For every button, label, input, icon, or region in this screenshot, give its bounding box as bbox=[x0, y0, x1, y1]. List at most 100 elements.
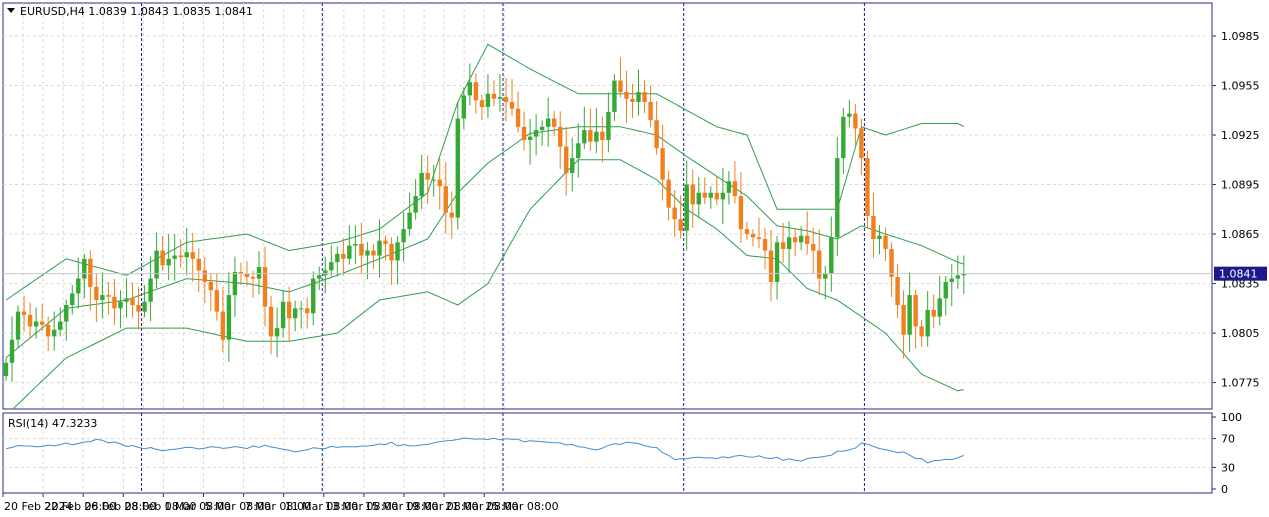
candle bbox=[606, 92, 611, 153]
candle-body bbox=[353, 243, 358, 246]
candle-body bbox=[865, 158, 870, 216]
candle bbox=[208, 272, 214, 312]
x-tick-label: 25 Mar 08:00 bbox=[485, 500, 558, 513]
candle bbox=[383, 235, 388, 261]
candle-body bbox=[39, 321, 45, 325]
candle-body bbox=[961, 273, 967, 276]
candle-body bbox=[172, 255, 177, 259]
price-grid: 1.09851.09551.09251.08951.08651.08351.08… bbox=[3, 30, 1260, 390]
candle-body bbox=[359, 243, 364, 256]
candle bbox=[172, 233, 177, 281]
candle-body bbox=[732, 181, 738, 197]
candle-body bbox=[479, 100, 485, 107]
candle bbox=[738, 171, 744, 243]
candle-body bbox=[937, 298, 942, 317]
candle bbox=[847, 99, 852, 128]
candle bbox=[582, 106, 587, 150]
candle-body bbox=[491, 93, 497, 99]
candle-body bbox=[720, 192, 726, 200]
candle-body bbox=[618, 80, 623, 93]
candle bbox=[702, 177, 707, 205]
candle bbox=[371, 243, 376, 269]
candle-body bbox=[88, 258, 93, 287]
candle-body bbox=[811, 243, 816, 251]
candle-body bbox=[395, 242, 400, 261]
candle bbox=[865, 150, 870, 228]
candle bbox=[612, 74, 617, 122]
candle-body bbox=[389, 243, 394, 261]
candle-body bbox=[202, 270, 207, 282]
candle-body bbox=[829, 237, 834, 274]
candle bbox=[648, 85, 653, 128]
candle bbox=[859, 118, 864, 176]
candle-body bbox=[672, 207, 677, 220]
candle-body bbox=[648, 102, 653, 121]
candle bbox=[45, 316, 51, 352]
candle bbox=[461, 87, 467, 130]
candle-body bbox=[509, 102, 515, 109]
candle-body bbox=[503, 97, 509, 103]
x-tick-label: 7 Mar 08:00 bbox=[245, 500, 311, 513]
candle bbox=[353, 225, 358, 265]
candle-body bbox=[636, 92, 641, 103]
candle bbox=[485, 74, 491, 119]
candle bbox=[594, 108, 599, 154]
candle bbox=[226, 271, 232, 362]
candle bbox=[527, 119, 533, 165]
x-tick-label: 5 Mar 08:00 bbox=[205, 500, 271, 513]
candle-body bbox=[762, 239, 768, 251]
candle bbox=[732, 161, 738, 204]
candle-body bbox=[329, 262, 334, 271]
candle-body bbox=[564, 146, 569, 173]
candles bbox=[3, 57, 967, 382]
collapse-triangle-icon[interactable] bbox=[7, 8, 15, 13]
candle-body bbox=[256, 267, 262, 279]
candle bbox=[509, 79, 515, 116]
candle bbox=[949, 264, 954, 307]
candle-body bbox=[27, 314, 33, 327]
candle-body bbox=[106, 295, 111, 297]
bollinger-bands bbox=[5, 43, 965, 409]
candle-body bbox=[214, 290, 220, 312]
candle-body bbox=[118, 301, 123, 309]
candle-body bbox=[298, 308, 304, 310]
candle bbox=[9, 316, 15, 382]
candle bbox=[907, 272, 912, 352]
candle bbox=[811, 227, 816, 274]
candle-body bbox=[250, 276, 256, 279]
candle-body bbox=[545, 118, 551, 127]
candle bbox=[497, 74, 503, 112]
candle-body bbox=[94, 286, 99, 301]
candle bbox=[455, 101, 460, 230]
candle-body bbox=[160, 250, 165, 266]
candle bbox=[533, 114, 539, 156]
candle-body bbox=[274, 328, 280, 337]
candle-body bbox=[907, 295, 912, 335]
candle-body bbox=[51, 329, 57, 337]
candle bbox=[545, 97, 551, 147]
candle bbox=[214, 273, 220, 321]
candle bbox=[823, 265, 828, 300]
week-separators bbox=[141, 3, 865, 493]
candle-body bbox=[558, 126, 563, 147]
candle-body bbox=[286, 301, 292, 319]
candle-body bbox=[45, 324, 51, 337]
x-tick-label: 22 Feb 08:00 bbox=[44, 500, 116, 513]
candle-body bbox=[292, 308, 298, 319]
candle-body bbox=[877, 235, 882, 240]
candle bbox=[58, 307, 63, 337]
candle-body bbox=[226, 295, 232, 340]
candle-body bbox=[341, 253, 346, 259]
candle-body bbox=[624, 92, 629, 99]
candle bbox=[931, 294, 936, 328]
candle bbox=[913, 289, 918, 349]
candle-body bbox=[166, 258, 171, 266]
candle-body bbox=[690, 184, 695, 205]
candle-body bbox=[726, 181, 732, 193]
candle-body bbox=[371, 250, 376, 256]
candle bbox=[642, 80, 647, 114]
candle bbox=[166, 234, 171, 281]
y-tick-label: 1.0895 bbox=[1221, 179, 1260, 192]
candle-body bbox=[377, 240, 382, 256]
candle-body bbox=[33, 321, 39, 327]
